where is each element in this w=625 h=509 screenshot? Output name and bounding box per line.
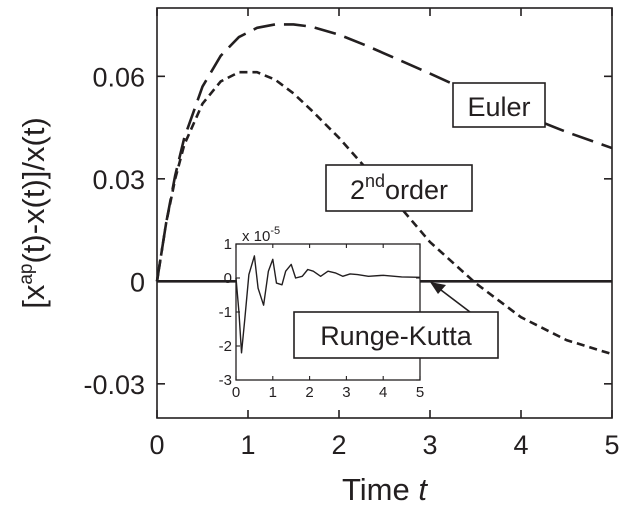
euler-label: Euler bbox=[467, 92, 530, 122]
inset-y-tick-label: -1 bbox=[219, 304, 232, 321]
x-axis-title-text: Time bbox=[342, 472, 410, 507]
runge-kutta-arrow-head bbox=[430, 282, 446, 294]
y-axis-title-part: [x bbox=[16, 284, 51, 309]
runge-kutta-label: Runge-Kutta bbox=[320, 321, 473, 351]
inset-x-tick-label: 3 bbox=[342, 384, 350, 401]
inset-y-tick-label: 1 bbox=[224, 236, 232, 253]
inset-y-tick-label: 0 bbox=[224, 270, 232, 287]
second-order-number: 2 bbox=[350, 175, 365, 205]
y-axis-title-group: [xap(t)-x(t)]/x(t) bbox=[16, 117, 51, 309]
inset-x-tick-label: 1 bbox=[269, 384, 277, 401]
inset-y-multiplier-exponent: -5 bbox=[270, 225, 280, 237]
inset-x-tick-label: 5 bbox=[416, 384, 424, 401]
inset-y-tick-label: -2 bbox=[219, 338, 232, 355]
x-tick-label: 1 bbox=[240, 430, 255, 460]
euler-label-box bbox=[452, 82, 546, 128]
y-axis-title-part: (t)-x(t)]/x(t) bbox=[16, 117, 51, 263]
x-tick-label: 3 bbox=[422, 430, 437, 460]
y-tick-label: 0.06 bbox=[92, 62, 145, 92]
inset-x-tick-label: 0 bbox=[232, 384, 240, 401]
x-tick-label: 5 bbox=[604, 430, 619, 460]
inset-series-line-runge-kutta bbox=[235, 255, 421, 354]
plot-frame bbox=[156, 7, 613, 419]
runge-kutta-arrow-line bbox=[436, 286, 471, 313]
x-tick-label: 4 bbox=[513, 430, 528, 460]
inset-y-multiplier-base: x 10 bbox=[242, 228, 270, 245]
runge-kutta-label-box bbox=[293, 311, 499, 359]
inset-y-multiplier: x 10-5 bbox=[242, 225, 280, 245]
y-tick-label: -0.03 bbox=[83, 370, 145, 400]
y-axis-title-superscript: ap bbox=[16, 264, 37, 285]
inset-y-tick-label: -3 bbox=[219, 372, 232, 389]
second-order-label-box bbox=[325, 164, 473, 212]
x-axis-title-variable: t bbox=[418, 472, 428, 507]
inset-x-tick-label: 4 bbox=[379, 384, 387, 401]
second-order-label: 2ndorder bbox=[350, 171, 448, 205]
x-tick-label: 2 bbox=[331, 430, 346, 460]
y-tick-label: 0.03 bbox=[92, 165, 145, 195]
y-tick-label: 0 bbox=[130, 267, 145, 297]
x-tick-label: 0 bbox=[149, 430, 164, 460]
x-axis-title: Time t bbox=[342, 472, 428, 507]
annotations: Euler 2ndorder Runge-Kutta bbox=[293, 82, 546, 359]
inset-x-tick-label: 2 bbox=[305, 384, 313, 401]
second-order-suffix: nd bbox=[365, 171, 385, 191]
y-axis-title: [xap(t)-x(t)]/x(t) bbox=[16, 117, 51, 309]
second-order-word: order bbox=[385, 175, 448, 205]
